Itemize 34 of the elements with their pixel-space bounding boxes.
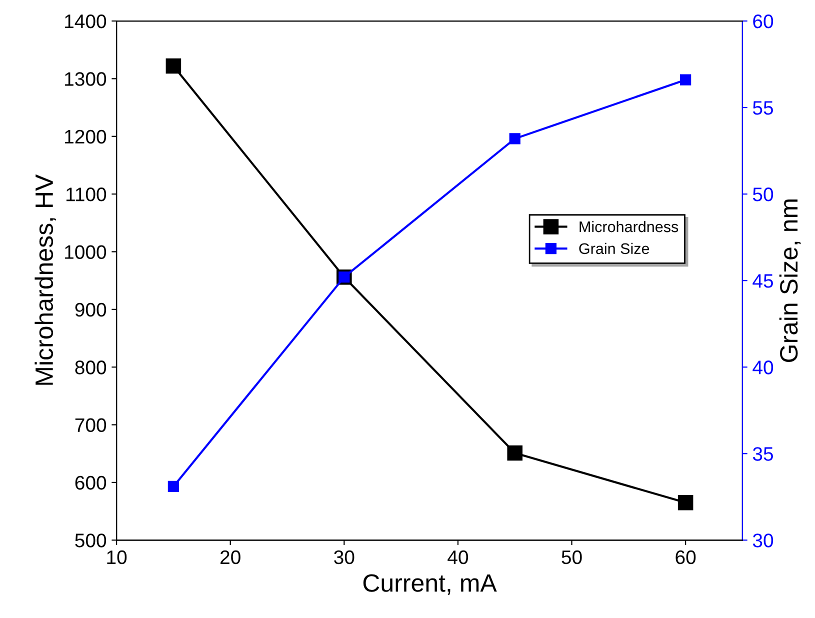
y-tick-label: 600 xyxy=(75,476,106,490)
x-tick-label: 20 xyxy=(220,550,240,564)
y-tick-label: 500 xyxy=(75,534,106,548)
y-tick-label: 800 xyxy=(75,360,106,374)
y2-tick-label: 50 xyxy=(752,188,774,202)
y2-tick-label: 35 xyxy=(752,447,773,461)
x-tick-label: 40 xyxy=(448,550,468,564)
y-tick-label: 1100 xyxy=(66,188,106,202)
point xyxy=(168,480,180,492)
y2-tick-label: 30 xyxy=(752,534,774,548)
y-tick-label: 1400 xyxy=(65,14,106,28)
x-tick-label: 10 xyxy=(107,550,127,564)
point xyxy=(678,495,694,510)
point xyxy=(509,133,520,144)
x-tick-label: 50 xyxy=(562,550,582,564)
y2-tick-label: 40 xyxy=(752,360,774,374)
y2-tick-label: 45 xyxy=(752,274,773,288)
y2-tick-label: 55 xyxy=(752,101,773,115)
y-tick-label: 1000 xyxy=(65,245,106,259)
y-tick-label: 1200 xyxy=(65,130,106,144)
legend-label: Microhardness xyxy=(580,220,678,232)
y-tick-label: 900 xyxy=(75,302,106,317)
y-axis-title: Microhardness, HV xyxy=(34,174,56,385)
y-tick-label: 1300 xyxy=(65,72,106,86)
x-tick-label: 30 xyxy=(334,550,354,564)
legend-label: Grain Size xyxy=(579,242,650,254)
y-tick-label: 700 xyxy=(75,418,106,432)
point xyxy=(507,445,522,461)
y2-axis-title: Grain Size, nm xyxy=(779,200,801,362)
y2-tick-label: 60 xyxy=(753,14,774,28)
point xyxy=(166,58,182,74)
x-tick-label: 60 xyxy=(676,550,696,564)
x-axis-title: Current, mA xyxy=(363,574,497,595)
point xyxy=(680,74,692,86)
